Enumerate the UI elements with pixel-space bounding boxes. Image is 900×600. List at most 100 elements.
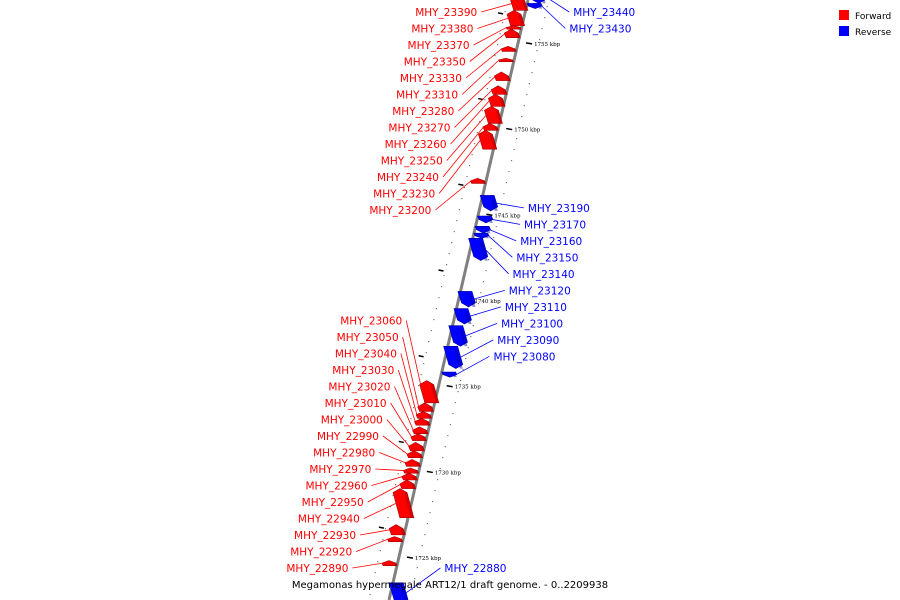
gene-label-mhy_23040[interactable]: MHY_23040 bbox=[335, 349, 397, 361]
gene-mhy_23390[interactable] bbox=[510, 0, 529, 11]
trail-dot bbox=[474, 143, 476, 145]
gene-mhy_22960[interactable] bbox=[401, 472, 418, 481]
gene-mhy_23110[interactable] bbox=[453, 308, 472, 325]
tick-label: 1755 kbp bbox=[534, 42, 561, 48]
gene-mhy_23440[interactable] bbox=[528, 0, 546, 4]
gene-label-mhy_23330[interactable]: MHY_23330 bbox=[400, 73, 462, 85]
gene-label-mhy_23110[interactable]: MHY_23110 bbox=[505, 302, 567, 314]
gene-mhy_23170[interactable] bbox=[476, 215, 494, 224]
gene-mhy_23140[interactable] bbox=[468, 237, 489, 261]
trail-dot bbox=[434, 490, 436, 492]
leader-line bbox=[438, 139, 481, 194]
gene-label-mhy_23170[interactable]: MHY_23170 bbox=[524, 219, 586, 231]
gene-mhy_22990[interactable] bbox=[406, 450, 424, 459]
gene-label-mhy_23160[interactable]: MHY_23160 bbox=[520, 236, 582, 248]
tick-mark bbox=[497, 12, 504, 15]
gene-mhy_22880[interactable] bbox=[388, 582, 409, 600]
gene-label-mhy_22980[interactable]: MHY_22980 bbox=[313, 448, 375, 460]
gene-label-mhy_23310[interactable]: MHY_23310 bbox=[396, 90, 458, 102]
gene-label-mhy_23270[interactable]: MHY_23270 bbox=[388, 123, 450, 135]
gene-label-mhy_23350[interactable]: MHY_23350 bbox=[404, 57, 466, 69]
gene-mhy_23260[interactable] bbox=[488, 93, 506, 107]
tick-mark bbox=[406, 556, 414, 559]
leader-line bbox=[367, 483, 401, 503]
gene-label-mhy_23230[interactable]: MHY_23230 bbox=[373, 189, 435, 201]
gene-mhy_23000[interactable] bbox=[408, 441, 425, 452]
trail-dot bbox=[453, 231, 455, 233]
gene-label-mhy_23250[interactable]: MHY_23250 bbox=[381, 156, 443, 168]
tick-mark bbox=[525, 42, 533, 45]
gene-label-mhy_22940[interactable]: MHY_22940 bbox=[298, 514, 360, 526]
gene-label-mhy_23090[interactable]: MHY_23090 bbox=[497, 335, 559, 347]
gene-mhy_23030[interactable] bbox=[414, 417, 431, 426]
gene-mhy_23160[interactable] bbox=[474, 225, 491, 234]
gene-mhy_22980[interactable] bbox=[404, 459, 422, 467]
gene-mhy_23060[interactable] bbox=[419, 380, 440, 404]
legend-swatch-forward bbox=[839, 10, 849, 20]
gene-label-mhy_23200[interactable]: MHY_23200 bbox=[369, 205, 431, 217]
gene-label-mhy_23060[interactable]: MHY_23060 bbox=[340, 316, 402, 328]
gene-mhy_22970[interactable] bbox=[402, 467, 420, 474]
trail-dot bbox=[442, 457, 444, 459]
gene-label-mhy_22920[interactable]: MHY_22920 bbox=[290, 547, 352, 559]
gene-label-mhy_23380[interactable]: MHY_23380 bbox=[411, 24, 473, 36]
gene-label-mhy_23140[interactable]: MHY_23140 bbox=[513, 269, 575, 281]
gene-label-mhy_23010[interactable]: MHY_23010 bbox=[325, 398, 387, 410]
leader-line bbox=[465, 322, 498, 337]
gene-mhy_23080[interactable] bbox=[441, 371, 458, 378]
gene-label-mhy_23020[interactable]: MHY_23020 bbox=[328, 382, 390, 394]
trail-dot bbox=[484, 99, 486, 101]
trail-dot bbox=[411, 589, 413, 591]
leader-line bbox=[458, 75, 496, 112]
gene-mhy_23050[interactable] bbox=[417, 402, 435, 412]
legend-label-reverse: Reverse bbox=[855, 28, 892, 38]
gene-label-mhy_22930[interactable]: MHY_22930 bbox=[294, 530, 356, 542]
trail-dot bbox=[379, 550, 381, 552]
gene-label-mhy_22960[interactable]: MHY_22960 bbox=[305, 481, 367, 493]
gene-mhy_23150[interactable] bbox=[473, 232, 490, 239]
gene-label-mhy_23240[interactable]: MHY_23240 bbox=[377, 172, 439, 184]
gene-label-mhy_22880[interactable]: MHY_22880 bbox=[444, 563, 506, 575]
gene-label-mhy_23280[interactable]: MHY_23280 bbox=[392, 106, 454, 118]
gene-label-mhy_23080[interactable]: MHY_23080 bbox=[493, 351, 555, 363]
trail-dot bbox=[420, 374, 422, 376]
gene-label-mhy_23150[interactable]: MHY_23150 bbox=[516, 252, 578, 264]
trail-dot bbox=[402, 451, 404, 453]
gene-mhy_23010[interactable] bbox=[410, 433, 427, 441]
gene-shade bbox=[509, 60, 514, 62]
gene-mhy_23380[interactable] bbox=[506, 9, 526, 27]
gene-label-mhy_23370[interactable]: MHY_23370 bbox=[408, 40, 470, 52]
gene-mhy_23120[interactable] bbox=[457, 291, 476, 308]
gene-mhy_23250[interactable] bbox=[484, 105, 503, 124]
trail-dot bbox=[452, 413, 454, 415]
trail-dot bbox=[546, 6, 548, 8]
gene-mhy_23430[interactable] bbox=[526, 3, 543, 9]
leader-line bbox=[359, 529, 391, 536]
tick-label: 1725 kbp bbox=[415, 556, 442, 562]
gene-label-mhy_23390[interactable]: MHY_23390 bbox=[415, 7, 477, 19]
gene-mhy_23190[interactable] bbox=[479, 195, 499, 212]
trail-dot bbox=[456, 220, 458, 222]
gene-label-mhy_23100[interactable]: MHY_23100 bbox=[501, 318, 563, 330]
gene-mhy_22940[interactable] bbox=[392, 488, 415, 519]
gene-shade bbox=[425, 421, 431, 426]
leader-line bbox=[489, 229, 517, 242]
gene-label-mhy_22950[interactable]: MHY_22950 bbox=[302, 497, 364, 509]
gene-label-mhy_23260[interactable]: MHY_23260 bbox=[385, 139, 447, 151]
gene-mhy_23230[interactable] bbox=[478, 129, 498, 150]
gene-label-mhy_23000[interactable]: MHY_23000 bbox=[321, 415, 383, 427]
gene-label-mhy_23050[interactable]: MHY_23050 bbox=[337, 332, 399, 344]
gene-label-mhy_22990[interactable]: MHY_22990 bbox=[317, 431, 379, 443]
gene-mhy_23090[interactable] bbox=[443, 345, 464, 369]
gene-mhy_23040[interactable] bbox=[415, 411, 433, 419]
gene-label-mhy_23190[interactable]: MHY_23190 bbox=[528, 203, 590, 215]
gene-label-mhy_22890[interactable]: MHY_22890 bbox=[286, 563, 348, 575]
gene-mhy_23100[interactable] bbox=[448, 325, 468, 347]
gene-label-mhy_22970[interactable]: MHY_22970 bbox=[309, 464, 371, 476]
trail-dot bbox=[426, 523, 429, 525]
gene-label-mhy_23430[interactable]: MHY_23430 bbox=[569, 24, 631, 36]
gene-mhy_23020[interactable] bbox=[412, 426, 429, 435]
gene-label-mhy_23030[interactable]: MHY_23030 bbox=[332, 365, 394, 377]
gene-label-mhy_23120[interactable]: MHY_23120 bbox=[509, 285, 571, 297]
gene-label-mhy_23440[interactable]: MHY_23440 bbox=[573, 7, 635, 19]
